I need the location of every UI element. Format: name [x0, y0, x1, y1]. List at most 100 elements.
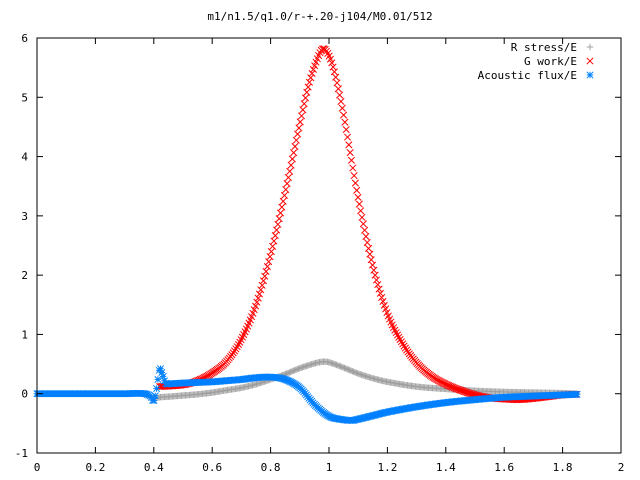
data-point	[337, 97, 345, 106]
data-point	[159, 372, 167, 380]
data-point	[333, 79, 341, 87]
data-point	[270, 237, 278, 245]
data-point	[328, 59, 336, 67]
chart-title: m1/n1.5/q1.0/r-+.20-j104/M0.01/512	[207, 10, 432, 23]
data-point	[358, 213, 366, 221]
data-point	[280, 191, 289, 199]
data-point	[278, 203, 286, 211]
data-point	[367, 256, 375, 264]
data-point	[286, 167, 294, 175]
x-tick-label: 0.2	[85, 461, 105, 474]
data-point	[153, 385, 161, 393]
data-point	[274, 220, 282, 228]
data-point	[258, 281, 266, 289]
legend-marker	[586, 43, 594, 51]
data-point	[459, 387, 467, 395]
data-point	[291, 142, 299, 151]
data-point	[255, 290, 264, 298]
data-point	[265, 258, 273, 266]
data-point	[275, 215, 283, 223]
data-point	[330, 68, 338, 76]
data-point	[341, 118, 349, 126]
data-point	[303, 88, 311, 96]
data-point	[362, 232, 370, 240]
data-point	[232, 345, 240, 353]
data-point	[299, 106, 307, 114]
data-point	[467, 390, 475, 398]
data-point	[380, 301, 388, 309]
x-tick-label: 1.6	[494, 461, 514, 474]
data-point	[254, 294, 262, 302]
series-g-work-e	[156, 45, 580, 404]
data-point	[573, 390, 581, 398]
data-point	[350, 172, 358, 180]
data-point	[267, 248, 275, 256]
data-point	[464, 389, 472, 397]
data-point	[366, 250, 374, 258]
data-point	[308, 69, 316, 78]
data-point	[463, 388, 471, 397]
data-point	[284, 173, 292, 182]
data-point	[354, 193, 362, 201]
x-tick-label: 1.2	[377, 461, 397, 474]
y-tick-label: -1	[15, 447, 28, 460]
data-point	[374, 281, 382, 289]
data-point	[338, 104, 346, 112]
data-point	[292, 136, 300, 144]
data-point	[304, 83, 312, 91]
x-tick-label: 0.4	[144, 461, 164, 474]
data-point	[460, 388, 469, 396]
data-point	[372, 276, 381, 284]
data-point	[342, 126, 350, 134]
data-point	[271, 232, 279, 240]
y-tick-label: 5	[21, 91, 28, 104]
data-point	[355, 200, 363, 208]
data-point	[269, 242, 277, 250]
x-tick-label: 1.4	[436, 461, 456, 474]
data-point	[283, 179, 291, 188]
data-point	[230, 347, 239, 355]
data-point	[368, 261, 377, 269]
data-point	[400, 342, 408, 350]
legend-label: G work/E	[524, 55, 577, 68]
x-tick-label: 0.8	[261, 461, 281, 474]
data-point	[462, 388, 470, 396]
data-point	[376, 289, 384, 297]
data-point	[346, 148, 354, 157]
y-tick-label: 1	[21, 328, 28, 341]
data-point	[334, 85, 342, 93]
x-tick-label: 2	[618, 461, 625, 474]
x-tick-label: 1	[326, 461, 333, 474]
y-tick-label: 4	[21, 151, 28, 164]
data-point	[257, 286, 265, 294]
data-point	[353, 186, 361, 194]
x-tick-label: 1.8	[553, 461, 573, 474]
data-point	[262, 267, 270, 275]
data-point	[252, 302, 260, 310]
data-point	[301, 94, 310, 102]
data-point	[250, 306, 258, 314]
data-point	[371, 271, 379, 279]
legend-label: Acoustic flux/E	[478, 69, 577, 82]
data-point	[343, 133, 352, 141]
data-point	[259, 277, 267, 285]
data-point	[263, 263, 271, 271]
data-point	[233, 343, 241, 351]
data-point	[351, 179, 359, 187]
legend-marker	[586, 71, 594, 79]
data-point	[336, 91, 344, 99]
data-point	[370, 266, 378, 274]
data-point	[340, 111, 348, 119]
data-point	[357, 207, 365, 215]
data-point	[288, 155, 296, 163]
data-point	[287, 161, 295, 169]
data-point	[332, 73, 340, 81]
data-point	[253, 298, 261, 306]
data-point	[261, 272, 269, 280]
y-tick-label: 2	[21, 269, 28, 282]
data-point	[361, 226, 369, 234]
data-point	[290, 149, 298, 157]
data-point	[273, 226, 281, 234]
data-point	[305, 78, 313, 86]
